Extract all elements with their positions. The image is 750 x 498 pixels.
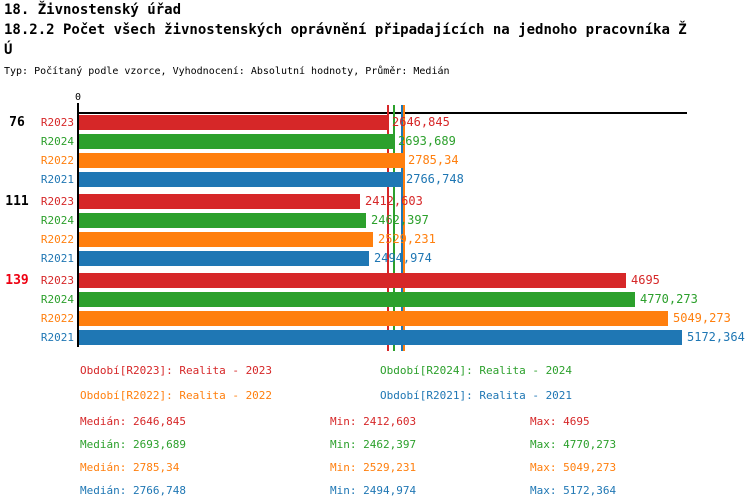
series-label-R2022: R2022 <box>40 312 74 325</box>
bar-76-R2022 <box>79 153 403 168</box>
stat-min-R2021: Min: 2494,974 <box>330 484 417 497</box>
bar-value-139-R2022: 5049,273 <box>673 311 731 325</box>
median-line-R2024 <box>393 105 395 351</box>
bar-111-R2024 <box>79 213 366 228</box>
bar-value-111-R2024: 2462,397 <box>371 213 429 227</box>
median-line-R2021 <box>401 105 403 351</box>
bar-111-R2022 <box>79 232 373 247</box>
legend-item-R2021: Období[R2021]: Realita - 2021 <box>380 389 573 402</box>
indicator-subtitle: Typ: Počítaný podle vzorce, Vyhodnocení:… <box>4 66 450 77</box>
stat-min-R2022: Min: 2529,231 <box>330 461 417 474</box>
stat-median-R2021: Medián: 2766,748 <box>80 484 186 497</box>
median-line-R2023 <box>387 105 389 351</box>
stat-median-R2023: Medián: 2646,845 <box>80 415 186 428</box>
group-label-111: 111 <box>5 194 29 209</box>
bar-value-76-R2022: 2785,34 <box>408 153 459 167</box>
legend-item-R2024: Období[R2024]: Realita - 2024 <box>380 364 573 377</box>
bar-111-R2021 <box>79 251 369 266</box>
stat-median-R2024: Medián: 2693,689 <box>80 438 186 451</box>
y-axis-line <box>77 103 79 347</box>
series-label-R2023: R2023 <box>40 116 74 129</box>
series-label-R2023: R2023 <box>40 195 74 208</box>
group-label-76: 76 <box>9 115 25 130</box>
series-label-R2024: R2024 <box>40 293 74 306</box>
series-label-R2022: R2022 <box>40 154 74 167</box>
bar-76-R2021 <box>79 172 401 187</box>
bar-139-R2022 <box>79 311 668 326</box>
bar-value-139-R2024: 4770,273 <box>640 292 698 306</box>
bar-value-111-R2022: 2529,231 <box>378 232 436 246</box>
bar-139-R2024 <box>79 292 635 307</box>
series-label-R2021: R2021 <box>40 173 74 186</box>
bar-value-139-R2021: 5172,364 <box>687 330 745 344</box>
stat-max-R2024: Max: 4770,273 <box>530 438 617 451</box>
stat-max-R2023: Max: 4695 <box>530 415 590 428</box>
series-label-R2021: R2021 <box>40 252 74 265</box>
legend-item-R2023: Období[R2023]: Realita - 2023 <box>80 364 273 377</box>
report-title: 18. Živnostenský úřad <box>4 2 182 18</box>
bar-value-111-R2021: 2494,974 <box>374 251 432 265</box>
stat-max-R2022: Max: 5049,273 <box>530 461 617 474</box>
stat-max-R2021: Max: 5172,364 <box>530 484 617 497</box>
indicator-title-line1: 18.2.2 Počet všech živnostenských oprávn… <box>4 22 687 38</box>
indicator-title-line2: Ú <box>4 42 13 58</box>
stat-median-R2022: Medián: 2785,34 <box>80 461 180 474</box>
median-line-R2022 <box>403 105 405 351</box>
stat-min-R2024: Min: 2462,397 <box>330 438 417 451</box>
bar-value-76-R2021: 2766,748 <box>406 172 464 186</box>
axis-origin-label: 0 <box>74 92 82 103</box>
series-label-R2023: R2023 <box>40 274 74 287</box>
series-label-R2021: R2021 <box>40 331 74 344</box>
bar-value-76-R2024: 2693,689 <box>398 134 456 148</box>
stat-min-R2023: Min: 2412,603 <box>330 415 417 428</box>
x-axis-line <box>77 112 687 114</box>
bar-139-R2023 <box>79 273 626 288</box>
bar-139-R2021 <box>79 330 682 345</box>
bar-76-R2023 <box>79 115 387 130</box>
series-label-R2024: R2024 <box>40 214 74 227</box>
group-label-139: 139 <box>5 273 29 288</box>
bar-value-111-R2023: 2412,603 <box>365 194 423 208</box>
legend-item-R2022: Období[R2022]: Realita - 2022 <box>80 389 273 402</box>
series-label-R2024: R2024 <box>40 135 74 148</box>
bar-111-R2023 <box>79 194 360 209</box>
bar-value-76-R2023: 2646,845 <box>392 115 450 129</box>
bar-76-R2024 <box>79 134 393 149</box>
bar-value-139-R2023: 4695 <box>631 273 660 287</box>
series-label-R2022: R2022 <box>40 233 74 246</box>
